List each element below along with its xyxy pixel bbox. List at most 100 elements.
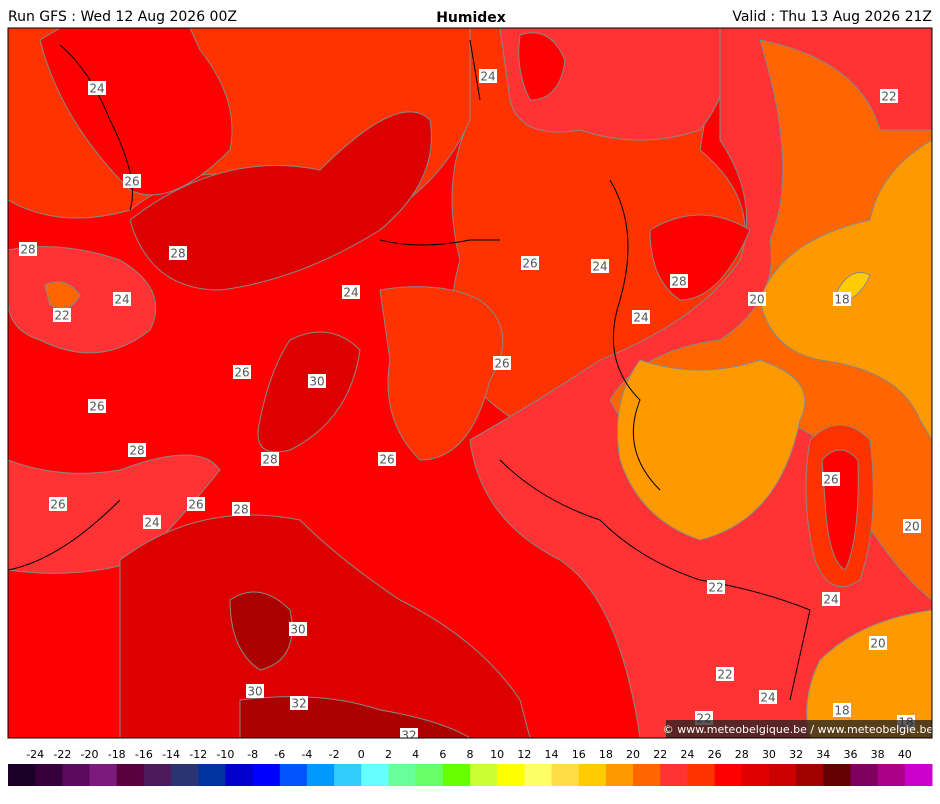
- contour-label-box: [822, 472, 840, 486]
- contour-label-box: [632, 310, 650, 324]
- zone-26-center: [379, 286, 504, 461]
- contour-label-box: [521, 256, 539, 270]
- colorbar-tick-label: 2: [385, 748, 392, 761]
- colorbar-tick-label: 24: [680, 748, 694, 761]
- contour-label: 18: [834, 293, 849, 307]
- contour-label: 24: [343, 286, 358, 300]
- contour-label-box: [748, 292, 766, 306]
- colorbar-tick-label: -12: [189, 748, 207, 761]
- zone-28: [129, 111, 432, 291]
- contour-label: 26: [234, 366, 249, 380]
- colorbar-tick-label: 0: [358, 748, 365, 761]
- contour-label: 20: [870, 637, 885, 651]
- colorbar-swatch: [442, 764, 471, 786]
- contour-label: 32: [401, 729, 416, 743]
- colorbar-swatch: [768, 764, 797, 786]
- colorbar-tick-label: -14: [162, 748, 180, 761]
- contour-label: 22: [708, 581, 723, 595]
- contour-label: 24: [114, 293, 129, 307]
- zone-28-center: [257, 331, 361, 453]
- contour-label: 24: [480, 70, 495, 84]
- colorbar-swatch: [89, 764, 118, 786]
- contour-label: 24: [89, 82, 104, 96]
- contour-label: 28: [671, 275, 686, 289]
- colorbar-tick-label: 26: [708, 748, 722, 761]
- colorbar-tick-label: 36: [843, 748, 857, 761]
- contour-label-box: [880, 89, 898, 103]
- colorbar-tick-label: 8: [467, 748, 474, 761]
- contour-label: 26: [522, 257, 537, 271]
- colorbar: -24 -22 -20 -18 -16 -14 -12 -10 -8 -6 -4 -2 0 2 4 6 8 10 1…: [8, 748, 933, 786]
- colorbar-swatch: [225, 764, 254, 786]
- colorbar-tick-label: 30: [762, 748, 776, 761]
- colorbar-swatch: [306, 764, 335, 786]
- contour-label: 22: [54, 309, 69, 323]
- contour-label: 28: [20, 243, 35, 257]
- contour-label-box: [670, 274, 688, 288]
- contour-label-box: [342, 285, 360, 299]
- contour-label-box: [128, 443, 146, 457]
- contour-label-box: [707, 580, 725, 594]
- contour-label: 22: [881, 90, 896, 104]
- colorbar-swatch: [823, 764, 851, 786]
- contour-label: 26: [188, 498, 203, 512]
- colorbar-tick-label: -22: [53, 748, 71, 761]
- contour-label-box: [88, 81, 106, 95]
- colorbar-tick-label: 12: [517, 748, 531, 761]
- colorbar-tick-label: 18: [599, 748, 613, 761]
- colorbar-swatch: [35, 764, 63, 786]
- colorbar-swatch: [415, 764, 444, 786]
- contour-label: 24: [144, 516, 159, 530]
- contour-label: 24: [592, 260, 607, 274]
- contour-label-box: [123, 174, 141, 188]
- colorbar-tick-label: 32: [789, 748, 803, 761]
- colorbar-swatch: [361, 764, 389, 786]
- colorbar-tick-label: 34: [816, 748, 830, 761]
- colorbar-swatch: [334, 764, 362, 786]
- colorbar-tick-label: 6: [439, 748, 446, 761]
- colorbar-swatch: [388, 764, 417, 786]
- contour-label: 30: [247, 685, 262, 699]
- colorbar-tick-label: -8: [247, 748, 258, 761]
- contour-label-box: [233, 365, 251, 379]
- credit-box: [666, 720, 932, 738]
- colorbar-swatch: [633, 764, 661, 786]
- contour-label-box: [143, 515, 161, 529]
- colorbar-tick-label: 28: [735, 748, 749, 761]
- colorbar-tick-label: -10: [216, 748, 234, 761]
- contour-label: 26: [89, 400, 104, 414]
- contour-label-box: [591, 259, 609, 273]
- contour-label: 24: [633, 311, 648, 325]
- contour-label: 26: [494, 357, 509, 371]
- contour-label: 22: [717, 668, 732, 682]
- colorbar-swatch: [850, 764, 879, 786]
- colorbar-swatch: [796, 764, 824, 786]
- contour-label-box: [378, 452, 396, 466]
- colorbar-swatch: [279, 764, 308, 786]
- colorbar-swatch: [497, 764, 525, 786]
- contour-label: 28: [233, 503, 248, 517]
- colorbar-swatch: [714, 764, 743, 786]
- colorbar-tick-label: -20: [81, 748, 99, 761]
- colorbar-swatch: [605, 764, 634, 786]
- colorbar-tick-label: -24: [26, 748, 44, 761]
- contour-label: 20: [904, 520, 919, 534]
- colorbar-swatch: [143, 764, 172, 786]
- map-title: Humidex: [436, 10, 506, 26]
- contour-label-box: [232, 502, 250, 516]
- colorbar-swatch: [62, 764, 91, 786]
- contour-label: 32: [291, 697, 306, 711]
- zone-24-west: [8, 454, 221, 574]
- contour-label: 28: [129, 444, 144, 458]
- colorbar-swatch: [904, 764, 933, 786]
- map: 24 24 22 26 28 28 26 24 24 24 28 20 18 22 24 26 30 26 26 28…: [8, 28, 932, 743]
- colorbar-tick-label: 22: [653, 748, 667, 761]
- contour-label: 20: [749, 293, 764, 307]
- contour-label: 28: [170, 247, 185, 261]
- contour-label-box: [869, 636, 887, 650]
- contour-label-box: [187, 497, 205, 511]
- contour-label-box: [493, 356, 511, 370]
- contour-label-box: [400, 728, 418, 738]
- borders: [8, 39, 811, 701]
